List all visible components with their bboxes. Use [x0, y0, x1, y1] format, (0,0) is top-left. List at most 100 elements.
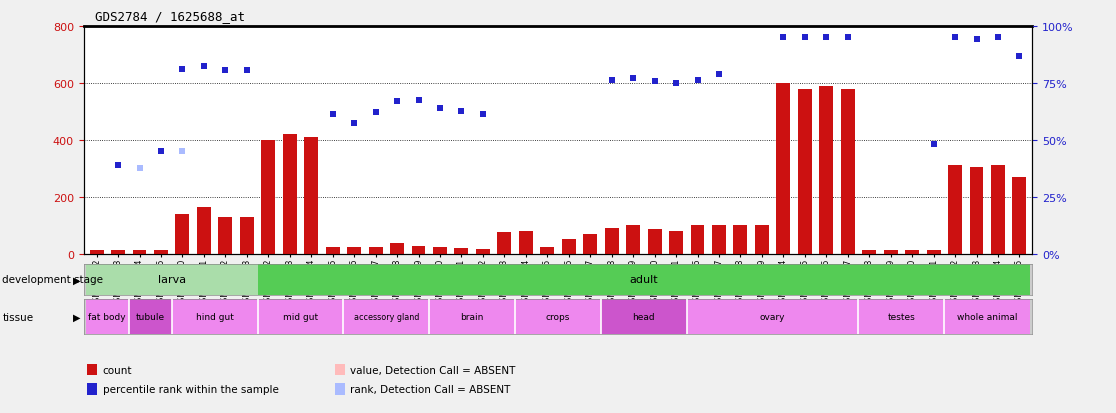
Text: adult: adult — [629, 275, 658, 285]
Bar — [884, 250, 897, 254]
Bar — [347, 248, 362, 254]
Point — [238, 68, 256, 74]
Bar — [944, 299, 1030, 335]
Point — [796, 35, 814, 41]
Bar — [863, 250, 876, 254]
Bar — [172, 299, 258, 335]
Bar — [991, 166, 1004, 254]
Bar — [754, 225, 769, 254]
Point — [152, 148, 170, 155]
Point — [968, 36, 985, 43]
Bar — [430, 299, 516, 335]
Point — [367, 109, 385, 116]
Point — [345, 120, 363, 127]
Bar — [647, 229, 662, 254]
Text: mid gut: mid gut — [282, 313, 318, 321]
Text: hind gut: hind gut — [195, 313, 233, 321]
Bar — [86, 264, 258, 295]
Point — [839, 35, 857, 41]
Point — [710, 72, 728, 78]
Bar — [240, 218, 253, 254]
Text: accessory gland: accessory gland — [354, 313, 418, 321]
Bar — [519, 231, 532, 254]
Point — [324, 112, 341, 118]
Bar — [196, 207, 211, 254]
Text: tubule: tubule — [136, 313, 165, 321]
Point — [131, 166, 148, 172]
Bar — [540, 248, 555, 254]
Point — [431, 106, 449, 112]
Bar — [798, 89, 811, 254]
Bar — [498, 232, 511, 254]
Bar — [733, 225, 748, 254]
Text: value, Detection Call = ABSENT: value, Detection Call = ABSENT — [350, 365, 516, 375]
Bar — [128, 299, 172, 335]
Bar — [391, 244, 404, 254]
Bar — [282, 135, 297, 254]
Bar — [626, 225, 641, 254]
Bar — [858, 299, 944, 335]
Point — [667, 80, 685, 87]
Text: development stage: development stage — [2, 275, 104, 285]
Bar — [686, 299, 858, 335]
Bar — [133, 250, 146, 254]
Bar — [475, 249, 490, 254]
Bar — [516, 299, 600, 335]
Point — [925, 141, 943, 148]
Point — [109, 163, 127, 169]
Bar — [670, 231, 683, 254]
Bar — [454, 249, 469, 254]
Point — [646, 79, 664, 85]
Bar — [368, 248, 383, 254]
Bar — [344, 299, 430, 335]
Bar — [691, 225, 704, 254]
Point — [603, 78, 620, 84]
Text: ▶: ▶ — [73, 275, 80, 285]
Point — [452, 108, 470, 115]
Point — [946, 35, 964, 41]
Text: rank, Detection Call = ABSENT: rank, Detection Call = ABSENT — [350, 384, 511, 394]
Text: head: head — [633, 313, 655, 321]
Bar — [712, 225, 725, 254]
Text: ▶: ▶ — [73, 312, 80, 322]
Bar — [433, 248, 446, 254]
Bar — [905, 250, 920, 254]
Bar — [926, 250, 941, 254]
Text: brain: brain — [461, 313, 484, 321]
Point — [217, 68, 234, 74]
Text: fat body: fat body — [88, 313, 126, 321]
Bar — [600, 299, 686, 335]
Bar — [86, 299, 128, 335]
Point — [173, 66, 191, 73]
Bar — [258, 264, 1030, 295]
Bar — [219, 217, 232, 254]
Bar — [305, 138, 318, 254]
Bar — [412, 246, 425, 254]
Bar — [605, 228, 618, 254]
Text: crops: crops — [546, 313, 570, 321]
Text: larva: larva — [157, 275, 185, 285]
Text: count: count — [103, 365, 132, 375]
Bar — [970, 167, 983, 254]
Text: whole animal: whole animal — [958, 313, 1018, 321]
Text: GDS2784 / 1625688_at: GDS2784 / 1625688_at — [95, 10, 244, 23]
Point — [410, 97, 427, 104]
Point — [817, 35, 835, 41]
Point — [474, 112, 492, 118]
Point — [624, 75, 642, 82]
Bar — [584, 234, 597, 254]
Bar — [154, 250, 167, 254]
Bar — [819, 86, 834, 254]
Bar — [258, 299, 344, 335]
Text: testes: testes — [887, 313, 915, 321]
Point — [195, 63, 213, 70]
Bar — [175, 214, 190, 254]
Text: tissue: tissue — [2, 312, 33, 322]
Point — [1010, 53, 1028, 60]
Bar — [326, 248, 339, 254]
Bar — [112, 250, 125, 254]
Bar — [561, 240, 576, 254]
Point — [689, 78, 706, 84]
Point — [173, 148, 191, 155]
Text: percentile rank within the sample: percentile rank within the sample — [103, 384, 279, 394]
